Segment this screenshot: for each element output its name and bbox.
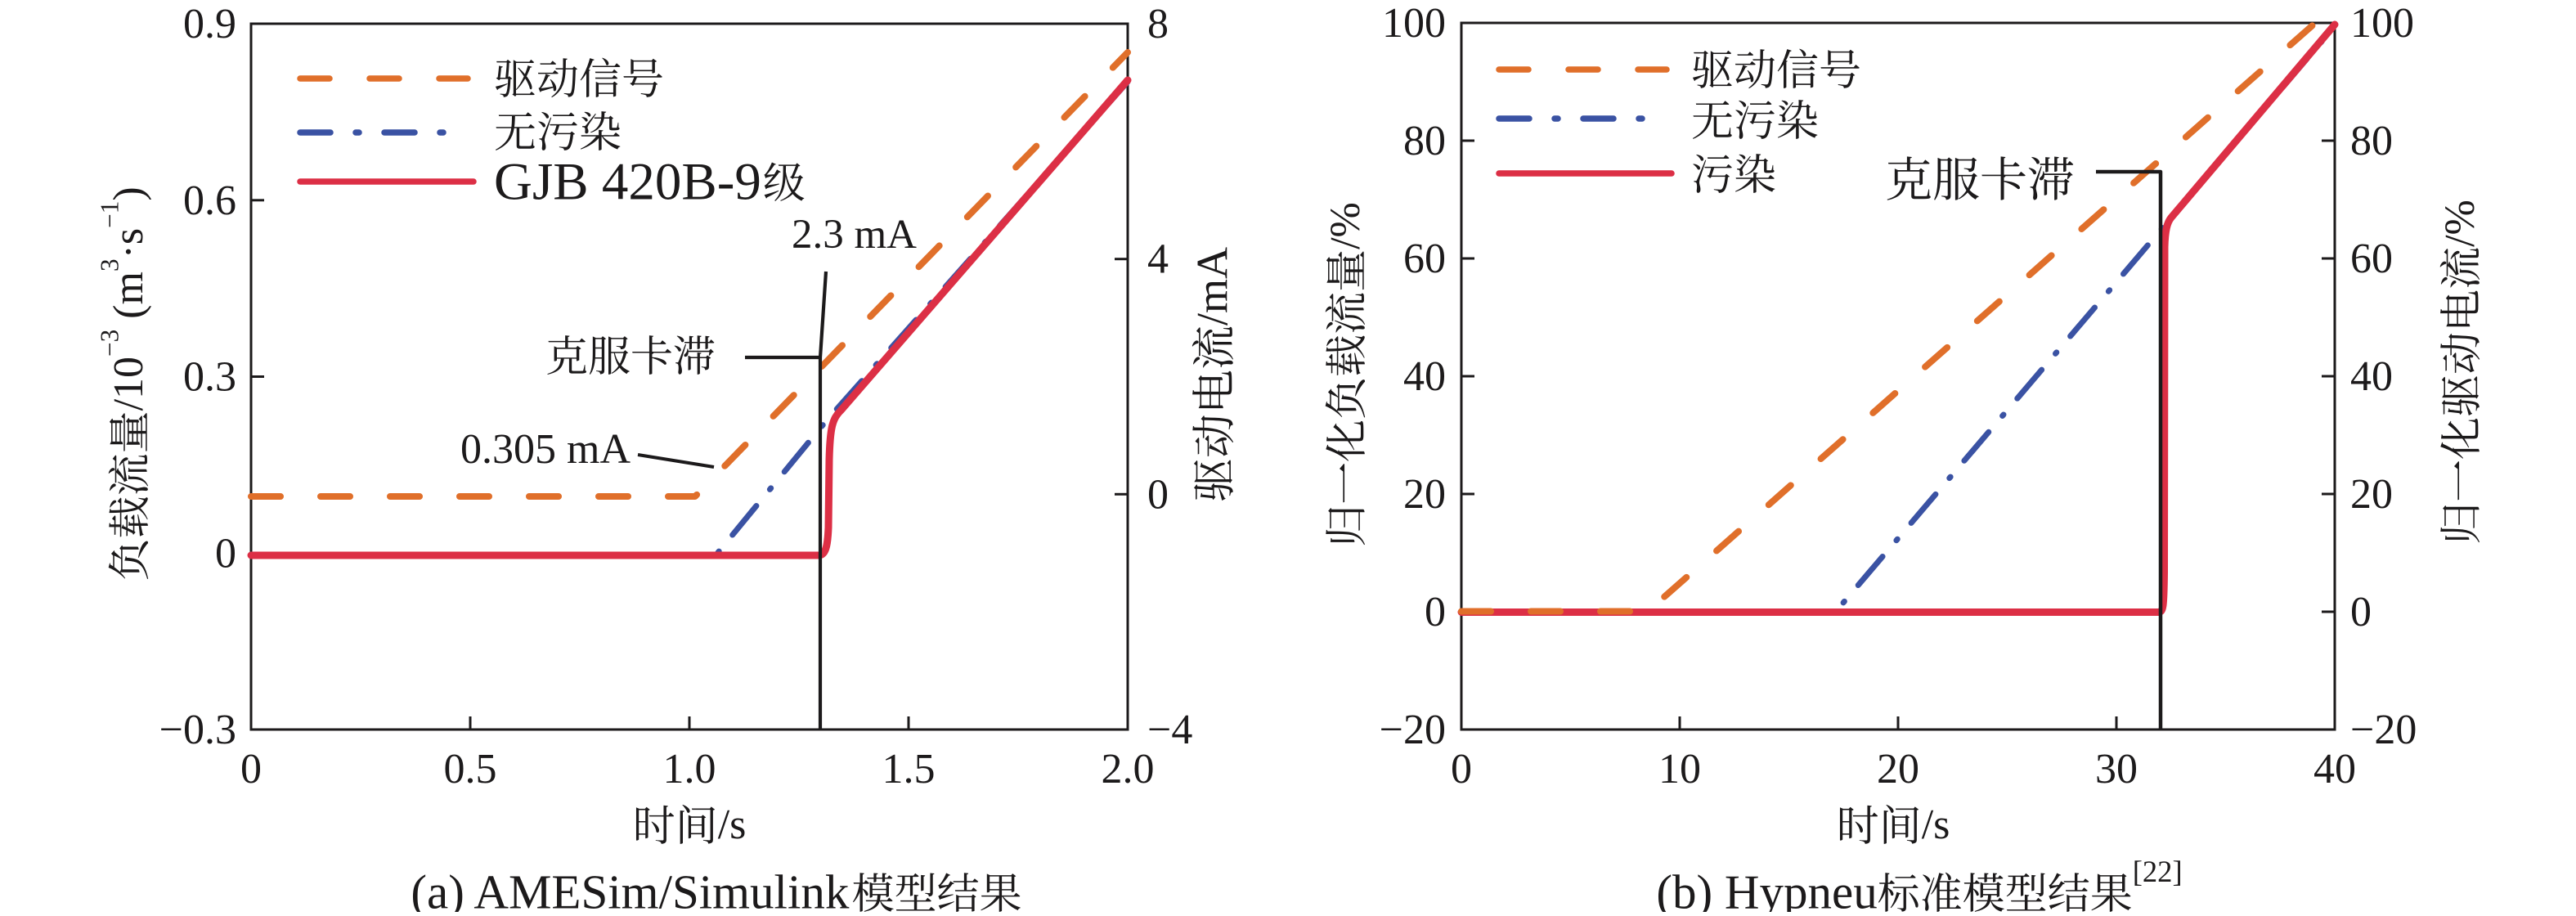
- svg-text:/s: /s: [718, 802, 747, 848]
- svg-text:2.0: 2.0: [1102, 746, 1155, 793]
- svg-text:−20: −20: [2350, 707, 2417, 753]
- svg-text:/%: /%: [1322, 202, 1369, 249]
- svg-text:−0.3: −0.3: [159, 707, 236, 753]
- svg-text:20: 20: [2350, 471, 2393, 518]
- svg-text:−4: −4: [1147, 707, 1192, 753]
- svg-text:0: 0: [1147, 471, 1169, 518]
- svg-text:[22]: [22]: [2133, 855, 2183, 888]
- svg-text:30: 30: [2095, 746, 2138, 793]
- svg-text:80: 80: [2350, 118, 2393, 164]
- svg-text:(m: (m: [105, 272, 152, 319]
- svg-text:0: 0: [240, 746, 262, 793]
- svg-text:0: 0: [215, 530, 236, 577]
- svg-text:100: 100: [1382, 0, 1446, 47]
- svg-text:/s: /s: [1922, 802, 1950, 848]
- svg-text:0: 0: [1451, 746, 1472, 793]
- svg-text:/%: /%: [2437, 200, 2484, 247]
- svg-text:60: 60: [2350, 236, 2393, 282]
- svg-text:): ): [105, 186, 152, 200]
- svg-text:0: 0: [2350, 589, 2372, 635]
- svg-text:60: 60: [1403, 236, 1446, 282]
- svg-text:GJB 420B-9: GJB 420B-9: [494, 152, 761, 211]
- svg-text:3: 3: [96, 258, 124, 272]
- svg-text:1.5: 1.5: [882, 746, 936, 793]
- svg-text:0.9: 0.9: [183, 1, 236, 47]
- svg-text:100: 100: [2350, 0, 2414, 47]
- svg-text:/10: /10: [105, 357, 152, 411]
- svg-text:0.6: 0.6: [183, 177, 236, 224]
- svg-text:·s: ·s: [105, 228, 152, 259]
- svg-text:0.3: 0.3: [183, 354, 236, 401]
- svg-text:20: 20: [1877, 746, 1919, 793]
- svg-text:/mA: /mA: [1188, 247, 1237, 326]
- svg-text:40: 40: [2350, 353, 2393, 400]
- svg-text:2.3 mA: 2.3 mA: [792, 212, 917, 258]
- svg-text:10: 10: [1658, 746, 1701, 793]
- svg-text:(a) AMESim/Simulink: (a) AMESim/Simulink: [411, 864, 849, 912]
- svg-text:40: 40: [2313, 746, 2356, 793]
- svg-text:80: 80: [1403, 118, 1446, 164]
- svg-text:40: 40: [1403, 353, 1446, 400]
- svg-text:0.305 mA: 0.305 mA: [460, 426, 631, 473]
- svg-text:20: 20: [1403, 471, 1446, 518]
- svg-text:−1: −1: [96, 201, 124, 228]
- svg-text:0: 0: [1425, 589, 1446, 635]
- svg-text:0.5: 0.5: [444, 746, 497, 793]
- svg-text:8: 8: [1147, 1, 1169, 47]
- svg-text:4: 4: [1147, 236, 1169, 283]
- svg-text:−20: −20: [1380, 707, 1446, 753]
- svg-text:−3: −3: [96, 330, 124, 357]
- svg-text:(b) Hypneu: (b) Hypneu: [1656, 864, 1877, 912]
- svg-text:1.0: 1.0: [663, 746, 716, 793]
